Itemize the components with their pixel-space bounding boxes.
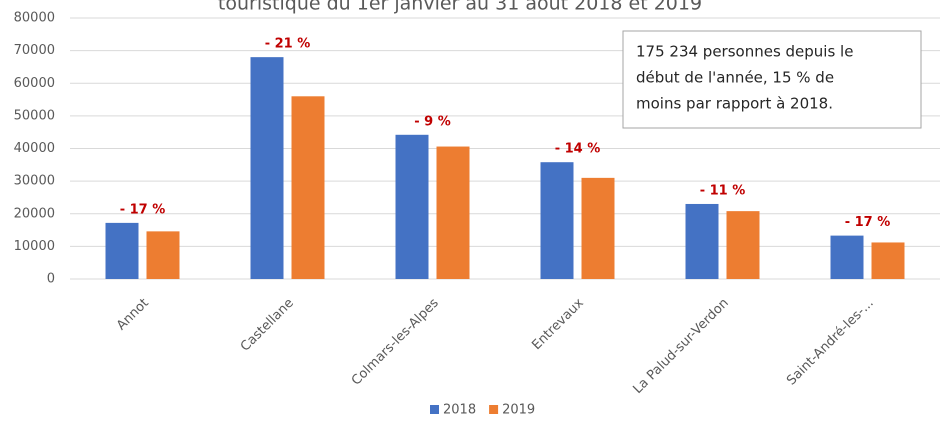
- legend-label: 2018: [443, 403, 476, 418]
- x-tick-label: Saint-André-les-...: [784, 296, 877, 389]
- change-label: - 14 %: [555, 142, 601, 157]
- legend-label: 2019: [502, 403, 535, 418]
- note-box: [622, 30, 922, 129]
- bar: [250, 57, 284, 280]
- y-tick-label: 80000: [14, 11, 55, 26]
- bar: [291, 96, 325, 279]
- bar: [685, 203, 719, 279]
- y-tick-label: 40000: [14, 141, 55, 156]
- y-tick-label: 10000: [14, 239, 55, 254]
- chart-title: touristique du 1er janvier au 31 août 20…: [218, 0, 702, 15]
- y-tick-label: 70000: [14, 43, 55, 58]
- y-tick-label: 60000: [14, 76, 55, 91]
- x-tick-label: Annot: [114, 296, 152, 334]
- y-tick-label: 50000: [14, 108, 55, 123]
- x-tick-label: Entrevaux: [529, 295, 587, 353]
- x-tick-label: Colmars-les-Alpes: [349, 296, 442, 389]
- y-tick-label: 0: [47, 272, 55, 287]
- change-label: - 17 %: [845, 215, 891, 230]
- bar: [830, 235, 864, 279]
- bar: [395, 134, 429, 279]
- legend-swatch: [430, 405, 439, 414]
- bar: [436, 146, 470, 279]
- bar: [726, 211, 760, 279]
- bar: [871, 242, 905, 279]
- bar: [540, 162, 574, 279]
- note-line: 175 234 personnes depuis le: [636, 43, 853, 61]
- change-label: - 9 %: [414, 114, 451, 129]
- change-label: - 17 %: [120, 202, 166, 217]
- x-tick-label: La Palud-sur-Verdon: [630, 296, 731, 397]
- bar: [105, 222, 139, 279]
- y-tick-label: 20000: [14, 206, 55, 221]
- bar: [581, 177, 615, 279]
- legend-swatch: [489, 405, 499, 414]
- y-tick-label: 30000: [14, 174, 55, 189]
- note-line: début de l'année, 15 % de: [636, 69, 834, 87]
- change-label: - 21 %: [265, 37, 311, 52]
- bar: [146, 231, 180, 279]
- x-tick-label: Castellane: [238, 296, 297, 355]
- note-line: moins par rapport à 2018.: [636, 95, 833, 113]
- change-label: - 11 %: [700, 183, 746, 198]
